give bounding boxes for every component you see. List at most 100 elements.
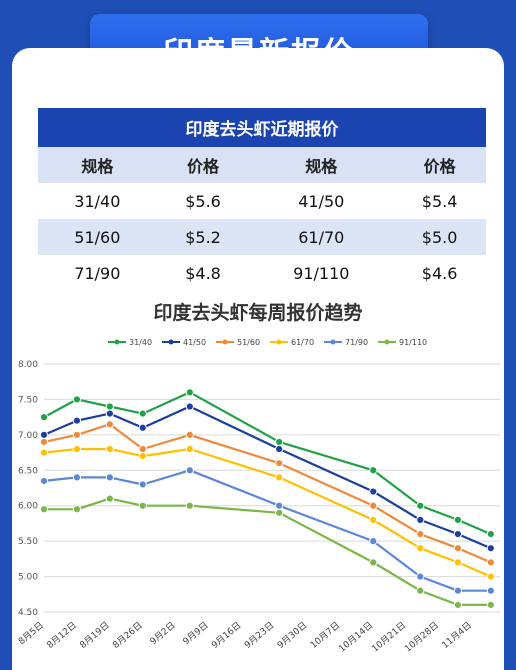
data-point — [453, 529, 463, 539]
data-point — [486, 600, 495, 610]
table-row: 51/60 $5.2 61/70 $5.0 — [38, 219, 486, 255]
table-cell: $5.4 — [421, 191, 458, 211]
data-point — [185, 501, 194, 510]
x-tick-label: 11月4日 — [440, 620, 474, 651]
data-point — [453, 600, 463, 610]
x-tick-label: 8月26日 — [111, 620, 145, 651]
data-point — [105, 473, 114, 482]
x-tick-label: 9月2日 — [148, 620, 178, 647]
data-point — [105, 444, 114, 454]
data-point — [453, 558, 463, 567]
series-line — [43, 447, 492, 578]
data-point — [185, 466, 194, 475]
y-tick-label: 7.00 — [18, 431, 38, 441]
header-cell-price-1: 价格 — [156, 147, 250, 183]
data-point — [72, 505, 82, 514]
data-point — [138, 444, 147, 454]
data-point — [138, 409, 147, 418]
data-point — [138, 480, 147, 489]
legend-label: 91/110 — [399, 338, 427, 347]
data-point — [486, 558, 495, 567]
legend-marker — [222, 339, 228, 345]
data-point — [275, 508, 284, 517]
data-point — [369, 537, 378, 546]
x-tick-label: 10月21日 — [370, 620, 408, 655]
data-point — [416, 572, 425, 581]
data-point — [486, 529, 495, 539]
data-point — [39, 505, 49, 514]
x-tick-label: 10月14日 — [337, 620, 375, 655]
data-point — [72, 473, 82, 482]
data-point — [416, 515, 425, 524]
x-tick-label: 10月28日 — [403, 620, 441, 655]
data-point — [39, 448, 49, 457]
header-cell-spec-1: 规格 — [38, 147, 157, 183]
data-point — [416, 586, 425, 595]
data-point — [105, 494, 114, 503]
data-point — [138, 423, 147, 432]
legend-label: 31/40 — [129, 338, 152, 347]
data-point — [275, 437, 284, 447]
table-cell: $5.0 — [393, 219, 486, 255]
legend-marker — [114, 339, 120, 345]
data-point — [275, 473, 284, 482]
series-line — [44, 497, 491, 606]
data-point — [453, 586, 463, 595]
series-line — [43, 405, 492, 550]
data-point — [185, 388, 194, 397]
x-tick-label: 8月19日 — [78, 620, 112, 651]
data-point — [453, 544, 463, 553]
data-point — [105, 402, 114, 411]
legend-label: 61/70 — [291, 338, 314, 347]
y-tick-label: 6.50 — [18, 466, 38, 476]
y-tick-label: 7.50 — [18, 395, 38, 405]
data-point — [453, 515, 463, 524]
data-point — [72, 395, 82, 404]
data-point — [138, 501, 147, 510]
x-tick-label: 8月5日 — [16, 620, 46, 647]
data-point — [39, 437, 49, 447]
series-line — [43, 423, 492, 564]
series-line — [43, 469, 491, 592]
data-point — [138, 452, 147, 461]
data-point — [39, 430, 49, 439]
data-point — [369, 515, 378, 524]
table-row: 31/40 $5.6 41/50 $5.4 — [38, 183, 486, 219]
data-point — [72, 430, 82, 439]
data-point — [416, 529, 425, 539]
table-row: 71/90 $4.8 91/110 $4.6 — [38, 255, 486, 291]
data-point — [39, 413, 49, 422]
series-line — [43, 391, 492, 536]
legend-marker — [276, 339, 282, 345]
data-point — [275, 501, 284, 510]
data-point — [416, 544, 425, 553]
table-cell: 51/60 — [38, 219, 157, 255]
data-point — [369, 501, 378, 510]
legend-label: 41/50 — [183, 338, 206, 347]
y-tick-label: 8.00 — [18, 360, 38, 370]
data-point — [275, 444, 284, 454]
data-point — [369, 558, 378, 567]
y-tick-label: 5.50 — [18, 537, 38, 547]
data-point — [39, 476, 49, 486]
data-point — [105, 409, 114, 418]
data-point — [486, 544, 495, 553]
y-tick-label: 5.00 — [18, 573, 38, 583]
data-point — [185, 444, 194, 454]
table-cell: $4.8 — [185, 263, 221, 283]
data-point — [185, 402, 194, 411]
x-tick-label: 8月12日 — [45, 620, 79, 651]
data-point — [416, 501, 425, 510]
data-point — [369, 487, 378, 496]
x-tick-label: 9月23日 — [242, 620, 276, 651]
table-cell: 31/40 — [74, 191, 121, 211]
header-cell-price-2: 价格 — [393, 147, 486, 183]
chart-title: 印度去头虾每周报价趋势 — [153, 302, 363, 324]
legend-label: 51/60 — [237, 338, 260, 347]
y-tick-label: 4.50 — [18, 608, 38, 618]
header-cell-spec-2: 规格 — [249, 147, 394, 183]
data-point — [486, 586, 495, 595]
price-table: 印度去头虾近期报价 规格 价格 规格 价格 31/40 $5.6 41/50 $… — [38, 108, 486, 291]
legend-marker — [384, 339, 390, 345]
data-point — [105, 420, 114, 429]
